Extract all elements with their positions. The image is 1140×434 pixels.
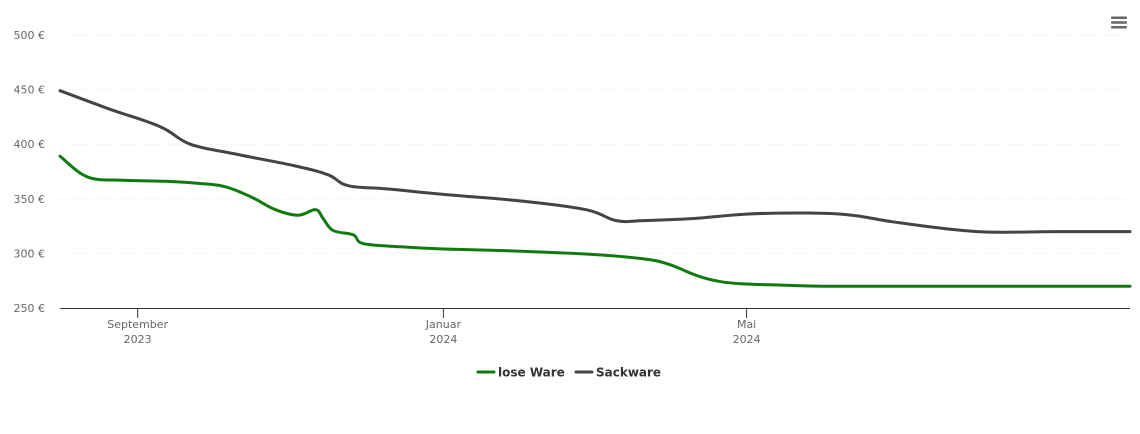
x-tick-label-year: 2023 xyxy=(124,333,152,346)
series-line-2 xyxy=(58,89,1132,234)
series-group xyxy=(58,89,1132,288)
grid xyxy=(60,34,1130,254)
y-axis-labels: 250 € 300 € 350 € 400 € 450 € 500 € xyxy=(14,29,46,315)
legend-item[interactable]: lose Ware xyxy=(476,366,565,380)
x-tick-label-year: 2024 xyxy=(733,333,761,346)
y-tick-label: 500 € xyxy=(14,29,46,42)
y-tick-label: 300 € xyxy=(14,247,46,260)
x-tick-label-month: Mai xyxy=(737,318,756,331)
x-tick-label-month: September xyxy=(107,318,168,331)
legend-item[interactable]: Sackware xyxy=(574,366,661,380)
y-tick-label: 250 € xyxy=(14,302,46,315)
y-tick-label: 400 € xyxy=(14,138,46,151)
y-tick-label: 450 € xyxy=(14,84,46,97)
series-line-1 xyxy=(58,154,1132,288)
legend-label: Sackware xyxy=(596,366,661,380)
x-axis-ticks: September 2023 Januar 2024 Mai 2024 xyxy=(107,308,761,346)
hamburger-menu-icon xyxy=(1111,16,1127,29)
chart-menu-button[interactable] xyxy=(1110,15,1128,30)
x-tick-label-month: Januar xyxy=(425,318,462,331)
legend-label: lose Ware xyxy=(498,366,565,380)
legend[interactable]: lose Ware Sackware xyxy=(476,366,661,380)
y-tick-label: 350 € xyxy=(14,193,46,206)
x-tick-label-year: 2024 xyxy=(429,333,457,346)
